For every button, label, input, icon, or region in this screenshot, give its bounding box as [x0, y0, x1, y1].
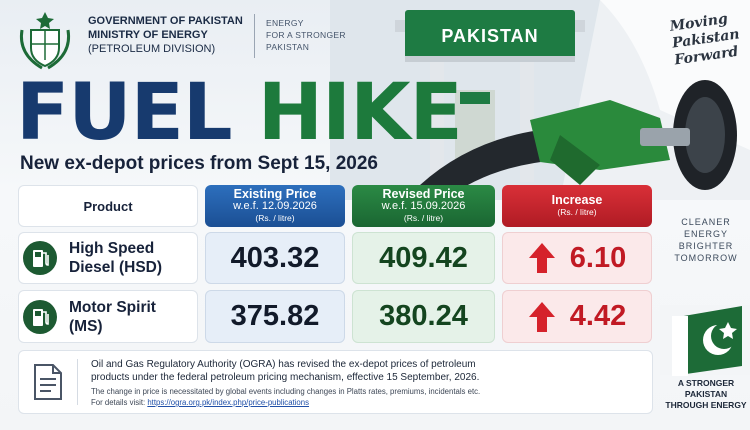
header-cell: Existing Price w.e.f. 12.09.2026 (Rs. / …: [205, 185, 345, 227]
existing-cell: 375.82: [205, 290, 345, 343]
increase-cell: 4.42: [502, 290, 652, 343]
up-arrow: [528, 301, 555, 332]
product-name: (MS): [69, 317, 103, 335]
side-line: ENERGY: [683, 229, 728, 239]
header-line: GOVERNMENT OF PAKISTAN: [88, 15, 243, 27]
notice-link[interactable]: https://ogra.org.pk/index.php/price-publ…: [147, 398, 310, 407]
emblem: [19, 12, 71, 70]
column-title: Product: [83, 198, 133, 214]
revised-price: 409.42: [379, 241, 468, 274]
up-arrow: [528, 243, 555, 273]
product-cell: Motor Spirit (MS): [18, 290, 198, 343]
product-name: Motor Spirit: [69, 298, 156, 316]
column-note: w.e.f. 12.09.2026: [233, 200, 317, 212]
fuel-icon: [23, 299, 57, 334]
existing-price: 403.32: [230, 241, 320, 274]
header-line: (PETROLEUM DIVISION): [88, 43, 216, 55]
link-prefix: For details visit:: [91, 398, 146, 407]
column-unit: (Rs. / litre): [403, 213, 444, 223]
existing-price: 375.82: [230, 300, 320, 332]
side-line: BRIGHTER: [678, 241, 734, 251]
badge-text: A STRONGER PAKISTAN THROUGH ENERGY: [662, 378, 750, 411]
notice-box: Oil and Gas Regulatory Authority (OGRA) …: [18, 350, 653, 414]
increase-value: 6.10: [569, 241, 627, 274]
revised-cell: 380.24: [352, 290, 495, 343]
increase-value: 4.42: [569, 300, 627, 332]
header-line: MINISTRY OF ENERGY: [88, 29, 208, 41]
column-title: Existing Price: [233, 187, 317, 201]
product-name: High Speed: [69, 240, 155, 257]
station-sign: PAKISTAN: [441, 26, 539, 46]
column-note: w.e.f. 15.09.2026: [381, 200, 466, 212]
revised-price: 380.24: [379, 300, 468, 332]
column-title: Revised Price: [382, 187, 465, 201]
product-cell: High Speed Diesel (HSD): [18, 232, 198, 284]
side-line: TOMORROW: [674, 253, 738, 263]
increase-cell: 6.10: [502, 232, 652, 284]
side-text: CLEANER ENERGY BRIGHTER TOMORROW: [668, 216, 744, 264]
badge-line: THROUGH ENERGY: [665, 400, 747, 410]
notice-detail-block: The change in price is necessitated by g…: [91, 386, 480, 408]
tagline-line: PAKISTAN: [266, 42, 310, 52]
subtitle: New ex-depot prices from Sept 15, 2026: [20, 153, 378, 174]
column-unit: (Rs. / litre): [255, 213, 295, 223]
header-cell: Product: [18, 185, 198, 227]
tagline-line: FOR A STRONGER: [266, 30, 346, 40]
existing-cell: 403.32: [205, 232, 345, 284]
badge-line: PAKISTAN: [684, 389, 728, 399]
title-part: HIKE: [257, 68, 463, 158]
notice-detail: The change in price is necessitated by g…: [91, 387, 481, 396]
badge-line: A STRONGER: [677, 378, 735, 388]
slogan: Moving Pakistan Forward: [669, 10, 743, 70]
side-line: CLEANER: [681, 217, 731, 227]
notice-main: Oil and Gas Regulatory Authority (OGRA) …: [91, 359, 480, 383]
notice-link-line: For details visit: https://ogra.org.pk/i…: [91, 397, 480, 408]
revised-cell: 409.42: [352, 232, 495, 284]
fuel-icon: [23, 241, 57, 275]
header-text: GOVERNMENT OF PAKISTAN MINISTRY OF ENERG…: [88, 14, 243, 56]
title-part: FUEL: [16, 68, 233, 158]
column-unit: (Rs. / litre): [557, 207, 597, 217]
title: FUEL HIKE: [16, 68, 463, 158]
header-cell: Revised Price w.e.f. 15.09.2026 (Rs. / l…: [352, 185, 495, 227]
header-cell: Increase (Rs. / litre): [502, 185, 652, 227]
product-name: Diesel (HSD): [69, 259, 163, 276]
divider: [254, 14, 255, 58]
document-icon: [34, 364, 62, 400]
column-title: Increase: [551, 193, 603, 207]
notice-divider: [77, 359, 78, 405]
tagline-line: ENERGY: [266, 18, 304, 28]
tagline: ENERGY FOR A STRONGER PAKISTAN: [266, 17, 346, 53]
